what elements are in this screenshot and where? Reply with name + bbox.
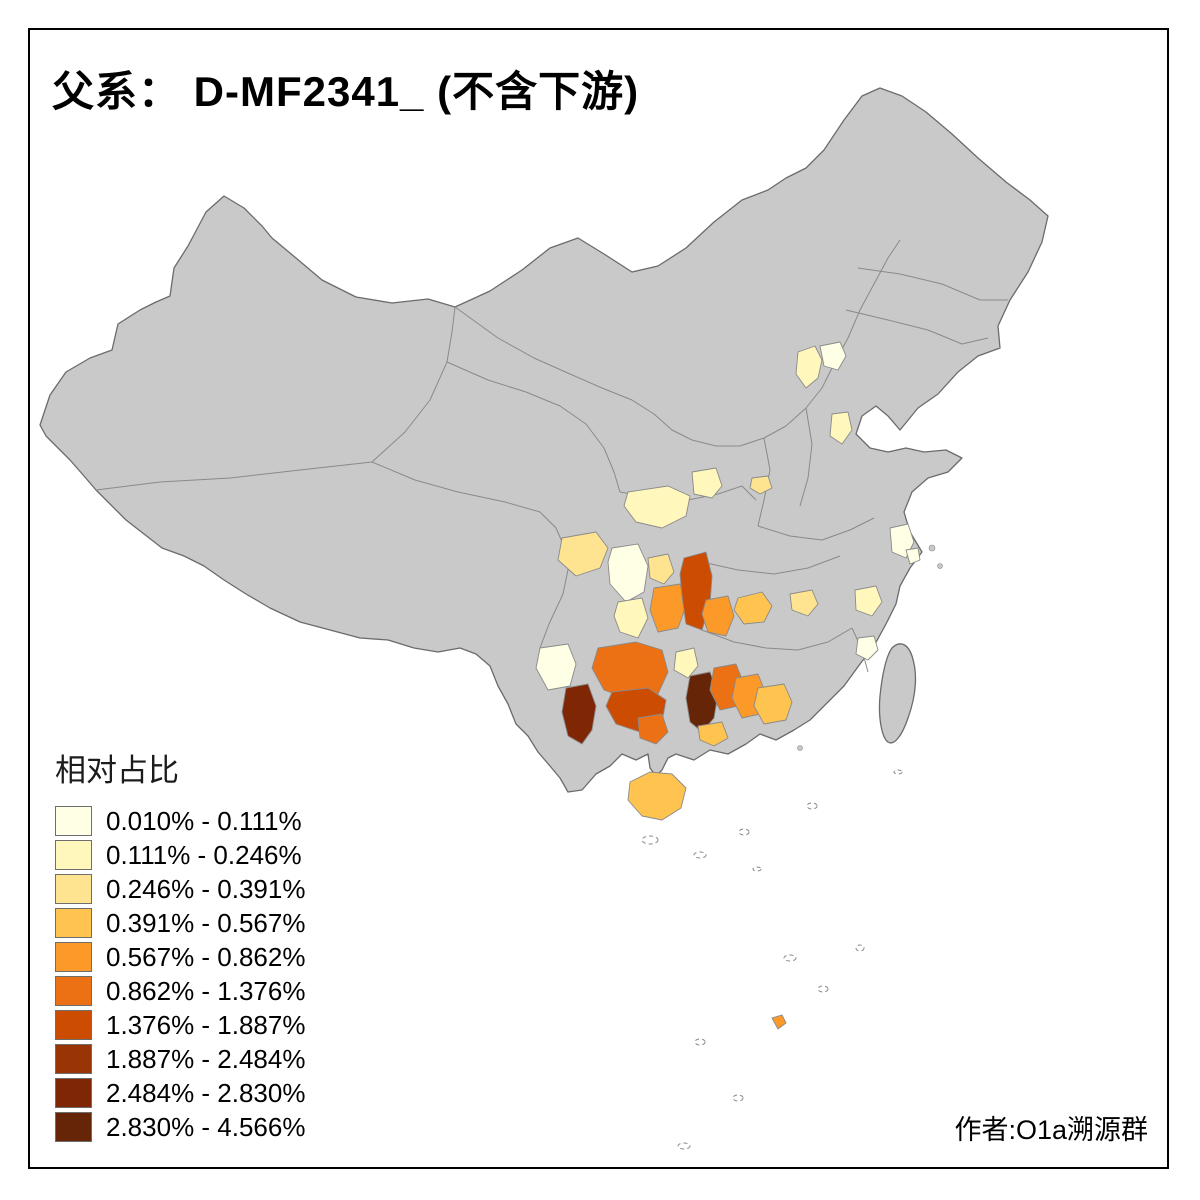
legend-label: 2.484% - 2.830% (106, 1077, 306, 1108)
legend-label: 1.376% - 1.887% (106, 1009, 306, 1040)
legend-label: 0.111% - 0.246% (106, 839, 302, 870)
legend-label: 2.830% - 4.566% (106, 1111, 306, 1142)
legend-row: 0.111% - 0.246% (55, 840, 305, 870)
legend-row: 1.887% - 2.484% (55, 1044, 305, 1074)
legend-swatch (55, 806, 92, 836)
map-region (855, 635, 879, 661)
map-region (535, 643, 577, 691)
legend-row: 0.391% - 0.567% (55, 908, 305, 938)
legend-label: 1.887% - 2.484% (106, 1043, 306, 1074)
legend-label: 0.567% - 0.862% (106, 941, 306, 972)
legend-label: 0.391% - 0.567% (106, 907, 306, 938)
legend-swatch (55, 908, 92, 938)
legend-label: 0.010% - 0.111% (106, 805, 302, 836)
legend-swatch (55, 874, 92, 904)
legend-swatch (55, 1078, 92, 1108)
legend: 相对占比 0.010% - 0.111% 0.111% - 0.246% 0.246… (55, 745, 305, 1146)
legend-row: 0.246% - 0.391% (55, 874, 305, 904)
map-region (649, 583, 687, 633)
legend-swatch (55, 942, 92, 972)
south-china-sea-islands (641, 769, 903, 1150)
mainland-china-shape (39, 87, 1049, 793)
legend-row: 2.484% - 2.830% (55, 1078, 305, 1108)
taiwan-island (878, 643, 917, 744)
legend-label: 0.862% - 1.376% (106, 975, 306, 1006)
map-region (691, 467, 723, 499)
map-region (829, 411, 853, 445)
map-region (795, 345, 823, 389)
legend-row: 1.376% - 1.887% (55, 1010, 305, 1040)
map-region (905, 547, 921, 565)
map-region (557, 531, 609, 577)
map-region (697, 721, 729, 747)
legend-swatch (55, 1112, 92, 1142)
map-region (733, 591, 773, 625)
map-region (789, 589, 819, 617)
legend-row: 2.830% - 4.566% (55, 1112, 305, 1142)
legend-swatch (55, 840, 92, 870)
map-region (819, 341, 847, 371)
author-credit: 作者:O1a溯源群 (954, 1115, 1148, 1145)
map-region (647, 553, 675, 585)
page-title: 父系： D-MF2341_ (不含下游) (52, 68, 640, 115)
legend-swatch (55, 1010, 92, 1040)
legend-row: 0.567% - 0.862% (55, 942, 305, 972)
map-region (701, 595, 735, 637)
legend-swatch (55, 976, 92, 1006)
map-region (591, 641, 669, 701)
map-region (607, 543, 649, 603)
legend-rows: 0.010% - 0.111% 0.111% - 0.246% 0.246% - 0… (55, 806, 305, 1142)
coastal-islets (797, 544, 943, 751)
map-region (561, 683, 597, 745)
map-region (613, 597, 649, 639)
legend-swatch (55, 1044, 92, 1074)
map-region (771, 1014, 787, 1030)
colored-regions (535, 341, 921, 1030)
legend-title: 相对占比 (55, 753, 179, 788)
map-region (854, 585, 883, 617)
map-region (673, 647, 699, 679)
legend-row: 0.862% - 1.376% (55, 976, 305, 1006)
map-region (749, 475, 773, 495)
map-region (753, 683, 793, 725)
legend-row: 0.010% - 0.111% (55, 806, 305, 836)
map-region (623, 485, 691, 529)
hainan-island-region (627, 771, 687, 821)
map-region (637, 713, 669, 745)
legend-label: 0.246% - 0.391% (106, 873, 306, 904)
